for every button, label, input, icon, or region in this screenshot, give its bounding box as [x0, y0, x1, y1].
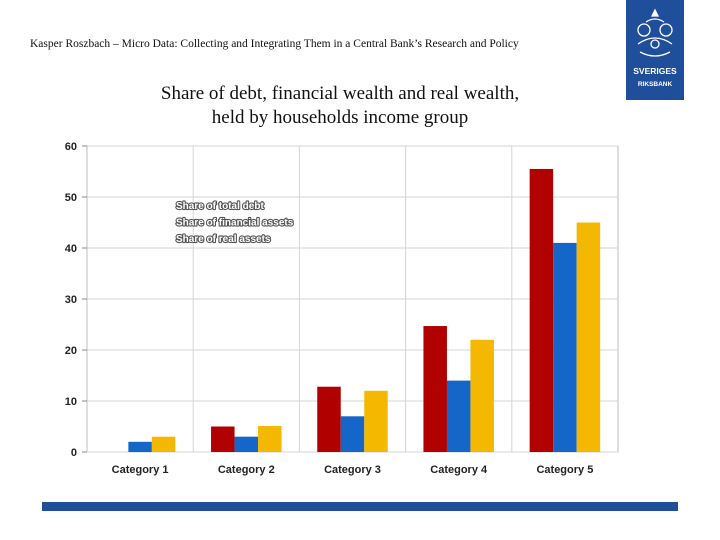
bar	[423, 326, 447, 452]
bar	[317, 386, 341, 452]
legend-entry: Share of real assets	[176, 234, 271, 245]
bottom-accent-bar	[42, 502, 678, 511]
bar	[364, 390, 388, 452]
slide-title: Share of debt, financial wealth and real…	[60, 82, 620, 130]
bar	[234, 436, 259, 452]
bar	[446, 380, 471, 452]
bar	[258, 425, 282, 452]
bar	[553, 242, 577, 452]
x-tick-label: Category 5	[536, 464, 593, 476]
bar	[470, 339, 494, 452]
bar	[151, 436, 176, 452]
bar	[128, 441, 152, 452]
x-tick-label: Category 4	[430, 464, 488, 476]
bar	[576, 222, 601, 452]
bar	[529, 168, 554, 452]
y-tick-label: 30	[65, 294, 77, 306]
logo-text-line1: SVERIGES	[633, 66, 677, 76]
y-tick-label: 10	[65, 396, 77, 408]
x-tick-label: Category 1	[112, 464, 169, 476]
y-tick-label: 20	[65, 345, 77, 357]
y-tick-label: 60	[65, 141, 77, 153]
bar	[340, 416, 365, 452]
legend-entry: Share of total debt	[176, 201, 264, 212]
x-tick-label: Category 3	[324, 464, 381, 476]
slide-title-line2: held by households income group	[211, 107, 469, 128]
x-tick-label: Category 2	[218, 464, 275, 476]
riksbank-logo: SVERIGES RIKSBANK	[626, 0, 684, 100]
header-text: Kasper Roszbach – Micro Data: Collecting…	[30, 38, 519, 50]
y-tick-label: 50	[65, 192, 77, 204]
sveriges-riksbank-crest-icon	[637, 8, 673, 57]
y-tick-label: 0	[71, 447, 77, 459]
logo-background	[626, 0, 684, 100]
slide-title-line1: Share of debt, financial wealth and real…	[160, 83, 520, 104]
legend-entry: Share of financial assets	[176, 218, 294, 229]
bar	[211, 426, 235, 452]
y-tick-label: 40	[65, 243, 77, 255]
logo-text-line2: RIKSBANK	[638, 81, 673, 88]
